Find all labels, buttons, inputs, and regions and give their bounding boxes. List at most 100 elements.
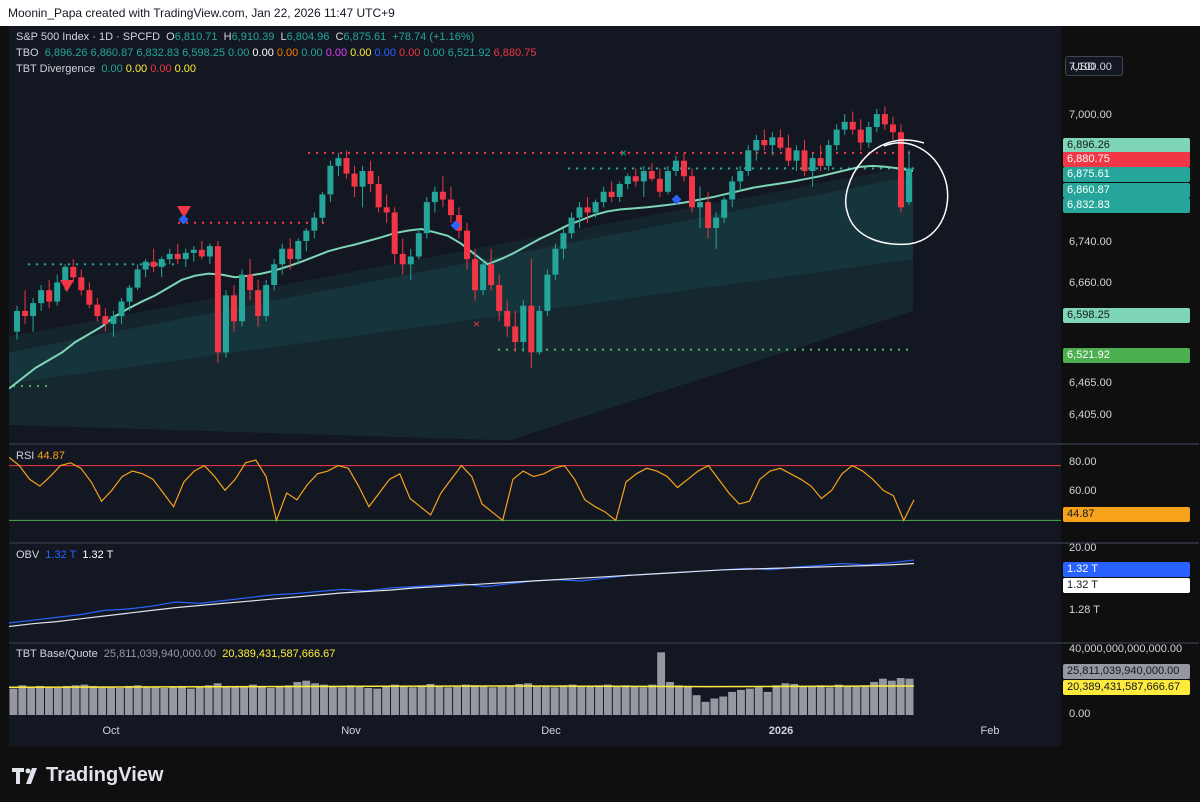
support-dots [721,348,725,351]
candle-body [118,301,125,317]
volume-bar [453,686,461,715]
obv-tick: 1.28 T [1069,604,1100,616]
volume-bar [532,686,541,715]
volume-bar [18,685,27,715]
resistance-dots [595,151,599,155]
tradingview-logo[interactable]: TradingView [12,764,163,787]
resistance-dots [523,151,527,155]
candle-body [656,178,663,192]
candle-body [295,240,302,260]
resistance-dots [835,151,839,155]
price-badge: 6,880.75 [1063,152,1190,167]
volume-bar [53,687,62,715]
resistance-dots [715,151,719,155]
candle-body [230,295,237,322]
pane-separator[interactable] [9,443,1199,445]
support-dots [905,348,909,351]
obv-pane[interactable]: OBV 1.32 T 1.32 T [9,544,1061,642]
support-dots [783,167,787,170]
support-dots [639,167,643,170]
low-label: L [280,31,287,43]
support-dots [633,348,637,351]
support-dots [729,348,733,351]
obv-line [9,559,915,624]
obv-legend[interactable]: OBV 1.32 T 1.32 T [16,548,116,563]
tbo-value: 6,598.25 [182,47,225,59]
volume-bar [240,686,249,715]
support-dots [139,263,143,266]
currency-selector[interactable]: USD [1065,56,1123,76]
candle-body [905,168,912,203]
support-dots [911,167,915,170]
candle-body [833,129,840,146]
tbo-value: 0.00 [325,47,348,59]
candle-body [415,233,422,257]
pane-separator[interactable] [9,542,1199,544]
time-label: Nov [341,725,361,737]
support-dots [593,348,597,351]
price-tick: 7,000.00 [1069,109,1112,121]
candle-body [897,132,904,208]
candle-body [303,230,310,241]
volume-bar [364,687,373,715]
base-quote-legend[interactable]: TBT Base/Quote 25,811,039,940,000.00 20,… [16,647,338,662]
volume-bar [657,652,666,715]
volume-bar [151,686,160,715]
resistance-dots [387,151,391,155]
time-axis[interactable]: Oct Nov Dec 2026 Feb [9,719,1061,747]
plot-area[interactable]: × × S&P 500 Index · 1D · SPCFD O6,810.71 … [9,26,1199,746]
rsi-legend[interactable]: RSI 44.87 [16,449,68,464]
support-dots [673,348,677,351]
tbt-divergence-value: 0.00 [150,63,172,75]
resistance-dots [515,151,519,155]
support-dots [617,348,621,351]
tbo-cloud [9,176,913,441]
footer: TradingView [0,752,1200,802]
main-price-pane[interactable]: × × S&P 500 Index · 1D · SPCFD O6,810.71 … [9,26,1061,443]
symbol-name[interactable]: S&P 500 Index · 1D · SPCFD [16,31,161,43]
resistance-dots [459,151,463,155]
divergence-marker [450,220,461,231]
tbo-legend[interactable]: TBO 6,896.26 6,860.87 6,832.83 6,598.25 0.00… [16,46,539,61]
volume-bar [142,687,151,715]
rsi-chart-svg [9,456,1061,523]
candle-body [793,150,800,161]
pane-separator[interactable] [9,642,1199,644]
support-dots [777,348,781,351]
volume-bar [843,686,852,715]
rsi-value: 44.87 [37,450,65,462]
support-dots [823,167,827,170]
support-dots [665,348,669,351]
candle-body [697,202,704,208]
support-dots [107,263,111,266]
rsi-pane[interactable]: RSI 44.87 [9,445,1061,541]
volume-bar [382,686,391,715]
candle-body [206,246,213,257]
volume-bar [444,687,453,715]
support-dots [123,263,127,266]
candle-body [263,285,270,317]
resistance-dots [379,151,383,155]
candle-body [504,310,511,327]
volume-bar [124,685,133,715]
support-dots [657,348,661,351]
volume-bar [302,680,311,715]
volume-bar [559,685,568,715]
candle-body [351,173,358,187]
tbt-divergence-legend[interactable]: TBT Divergence 0.00 0.00 0.00 0.00 [16,62,199,77]
base-quote-pane[interactable]: TBT Base/Quote 25,811,039,940,000.00 20,… [9,645,1061,717]
support-dots [43,263,47,266]
candle-body [849,121,856,130]
candle-body [721,199,728,218]
time-label: Oct [102,725,120,737]
support-dots [759,167,763,170]
support-dots [36,384,40,388]
candle-body [785,147,792,161]
tbo-value: 0.00 [276,47,299,59]
candle-body [512,326,519,342]
support-dots [585,348,589,351]
volume-bar [692,695,701,715]
candle-body [287,248,294,260]
symbol-legend: S&P 500 Index · 1D · SPCFD O6,810.71 H6,… [16,30,477,45]
candle-body [753,139,760,151]
